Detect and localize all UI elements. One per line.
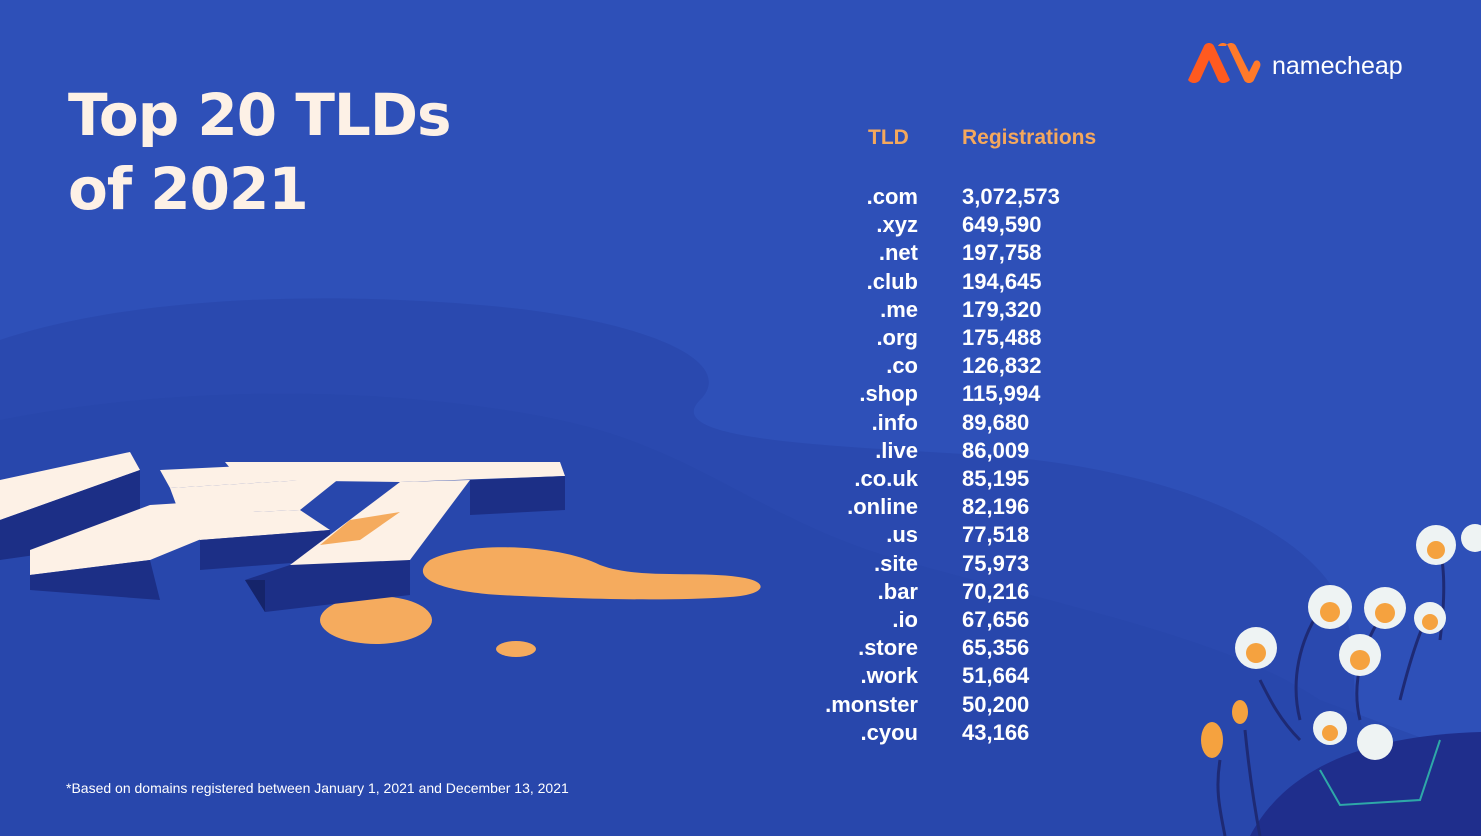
- page-subtitle: of 2021: [68, 155, 309, 223]
- tld-cell: .store: [858, 635, 918, 661]
- table-row: .xyz 649,590: [0, 212, 1041, 240]
- flower-blossoms: [1201, 524, 1481, 760]
- registrations-cell: 75,973: [962, 550, 1030, 576]
- tld-cell: .shop: [859, 381, 918, 407]
- registrations-cell: 115,994: [962, 381, 1041, 407]
- table-row: .us 77,518: [0, 522, 1029, 550]
- registrations-cell: 82,196: [962, 494, 1030, 520]
- tld-cell: .com: [866, 184, 918, 209]
- table-row: .net 197,758: [0, 240, 1042, 268]
- table-row: .me 179,320: [0, 297, 1041, 325]
- registrations-cell: 3,072,573: [962, 184, 1060, 209]
- page-title: Top 20 TLDs: [68, 81, 452, 149]
- registrations-cell: 197,758: [962, 240, 1042, 266]
- tld-cell: .site: [873, 550, 918, 576]
- registrations-cell: 43,166: [962, 719, 1030, 745]
- footnote: *Based on domains registered between Jan…: [66, 780, 569, 796]
- tld-cell: .monster: [825, 691, 918, 717]
- table-row: .online 82,196: [0, 494, 1029, 522]
- column-header-registrations: Registrations: [962, 126, 1097, 149]
- registrations-cell: 67,656: [962, 607, 1030, 632]
- table-row: .live 86,009: [0, 438, 1029, 466]
- table-row: .io 67,656: [0, 607, 1029, 635]
- tld-cell: .info: [871, 409, 918, 435]
- table-row: .bar 70,216: [0, 579, 1030, 607]
- tld-cell: .work: [860, 663, 918, 689]
- table-row: .shop 115,994: [0, 381, 1040, 409]
- registrations-cell: 86,009: [962, 437, 1030, 463]
- registrations-cell: 50,200: [962, 691, 1030, 717]
- tld-cell: .org: [876, 325, 918, 350]
- globe-lines: [1319, 739, 1441, 807]
- table-row: .info 89,680: [0, 410, 1030, 438]
- registrations-cell: 89,680: [962, 409, 1030, 435]
- tld-cell: .bar: [877, 578, 918, 604]
- registrations-cell: 175,488: [962, 325, 1042, 350]
- registrations-cell: 65,356: [962, 635, 1030, 661]
- table-row: .org 175,488: [0, 325, 1041, 353]
- registrations-cell: 179,320: [962, 296, 1042, 322]
- table-row: .com 3,072,573: [0, 184, 1060, 212]
- table-row: .co.uk 85,195: [0, 466, 1029, 494]
- net-letters: [0, 452, 565, 612]
- tld-cell: .cyou: [860, 719, 918, 745]
- tld-cell: .me: [880, 296, 918, 322]
- globe-bottom-right: [1250, 732, 1481, 836]
- table-row: .cyou 43,166: [0, 720, 1030, 748]
- table-row: .club 194,645: [0, 269, 1042, 297]
- table-row: .monster 50,200: [0, 692, 1029, 720]
- tld-cell: .online: [847, 494, 918, 520]
- table-row: .co 126,832: [0, 353, 1041, 381]
- table-row: .work 51,664: [0, 663, 1030, 691]
- orange-puddle-large: [422, 547, 761, 600]
- namecheap-logo-icon: [1188, 43, 1261, 83]
- registrations-cell: 85,195: [962, 466, 1030, 491]
- column-header-tld: TLD: [868, 126, 909, 149]
- orange-puddle-small: [496, 641, 536, 657]
- registrations-cell: 649,590: [962, 212, 1042, 238]
- namecheap-logo: namecheap: [1184, 40, 1434, 86]
- tld-cell: .co: [886, 353, 918, 379]
- tld-cell: .io: [892, 607, 918, 632]
- registrations-cell: 70,216: [962, 578, 1030, 604]
- tld-cell: .co.uk: [854, 466, 918, 491]
- table-row: .site 75,973: [0, 551, 1029, 579]
- registrations-cell: 194,645: [962, 268, 1042, 294]
- registrations-cell: 51,664: [962, 663, 1030, 689]
- background-wave-inner: [0, 393, 1481, 836]
- registrations-cell: 126,832: [962, 353, 1042, 379]
- tld-cell: .club: [866, 268, 918, 294]
- orange-puddle-medium: [320, 596, 432, 644]
- tld-cell: .xyz: [876, 212, 918, 238]
- table-row: .store 65,356: [0, 635, 1029, 663]
- brand-name: namecheap: [1272, 52, 1403, 80]
- registrations-cell: 77,518: [962, 522, 1030, 548]
- tld-cell: .us: [886, 522, 918, 548]
- tld-cell: .live: [875, 437, 918, 463]
- tld-cell: .net: [878, 240, 918, 266]
